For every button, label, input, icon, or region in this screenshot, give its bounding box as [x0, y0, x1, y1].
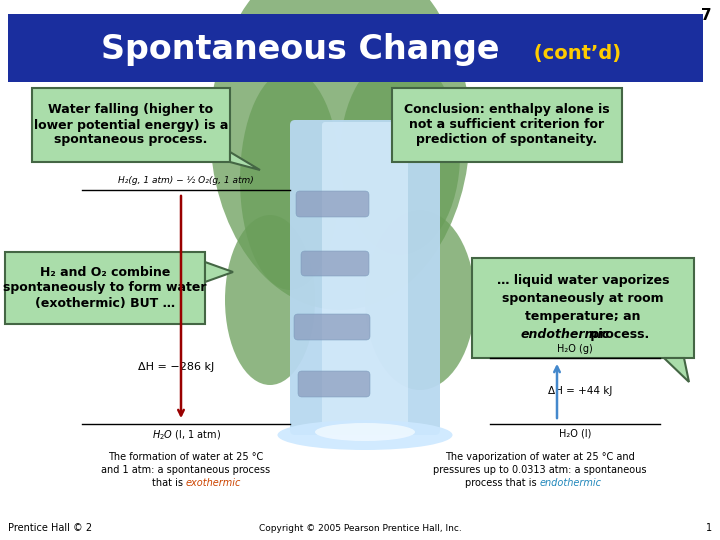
- Text: … liquid water vaporizes: … liquid water vaporizes: [497, 274, 670, 287]
- Polygon shape: [664, 358, 689, 382]
- Text: spontaneously at room: spontaneously at room: [502, 292, 664, 305]
- Text: Conclusion: enthalpy alone is
not a sufficient criterion for
prediction of spont: Conclusion: enthalpy alone is not a suff…: [404, 104, 610, 146]
- Ellipse shape: [277, 420, 452, 450]
- Text: ΔH = +44 kJ: ΔH = +44 kJ: [548, 386, 612, 396]
- Ellipse shape: [225, 215, 315, 385]
- Text: The vaporization of water at 25 °C and: The vaporization of water at 25 °C and: [445, 452, 635, 462]
- FancyBboxPatch shape: [296, 191, 369, 217]
- Text: endothermic: endothermic: [521, 328, 610, 341]
- Ellipse shape: [365, 210, 475, 390]
- FancyBboxPatch shape: [322, 122, 408, 433]
- Polygon shape: [230, 152, 260, 170]
- Text: H₂(g, 1 atm) − ½ O₂(g, 1 atm): H₂(g, 1 atm) − ½ O₂(g, 1 atm): [118, 176, 254, 185]
- Polygon shape: [205, 262, 233, 282]
- Ellipse shape: [340, 55, 460, 255]
- Ellipse shape: [210, 0, 470, 310]
- Text: process.: process.: [586, 328, 649, 341]
- FancyBboxPatch shape: [5, 252, 205, 324]
- FancyBboxPatch shape: [392, 88, 622, 162]
- FancyBboxPatch shape: [301, 251, 369, 276]
- Text: process that is: process that is: [465, 478, 540, 488]
- Text: H₂O (g): H₂O (g): [557, 344, 593, 354]
- Text: Copyright © 2005 Pearson Prentice Hall, Inc.: Copyright © 2005 Pearson Prentice Hall, …: [258, 524, 462, 533]
- FancyBboxPatch shape: [472, 258, 694, 358]
- FancyBboxPatch shape: [32, 88, 230, 162]
- Text: The formation of water at 25 °C: The formation of water at 25 °C: [109, 452, 264, 462]
- Text: Spontaneous Change: Spontaneous Change: [101, 33, 499, 66]
- Text: $H_2O$ (l, 1 atm): $H_2O$ (l, 1 atm): [151, 428, 220, 442]
- Ellipse shape: [315, 423, 415, 441]
- Text: 7: 7: [701, 8, 712, 23]
- FancyBboxPatch shape: [290, 120, 440, 435]
- FancyBboxPatch shape: [298, 371, 370, 397]
- Text: ΔH = −286 kJ: ΔH = −286 kJ: [138, 362, 214, 372]
- Text: pressures up to 0.0313 atm: a spontaneous: pressures up to 0.0313 atm: a spontaneou…: [433, 465, 647, 475]
- Ellipse shape: [240, 70, 340, 290]
- Text: (cont’d): (cont’d): [527, 44, 621, 63]
- FancyBboxPatch shape: [8, 14, 703, 82]
- Text: H₂ and O₂ combine
spontaneously to form water
(exothermic) BUT …: H₂ and O₂ combine spontaneously to form …: [4, 267, 207, 309]
- Text: 1: 1: [706, 523, 712, 533]
- Text: exothermic: exothermic: [186, 478, 241, 488]
- Text: temperature; an: temperature; an: [526, 310, 641, 323]
- Text: Water falling (higher to
lower potential energy) is a
spontaneous process.: Water falling (higher to lower potential…: [34, 104, 228, 146]
- Text: H₂O (l): H₂O (l): [559, 428, 591, 438]
- FancyBboxPatch shape: [294, 314, 370, 340]
- Text: that is: that is: [152, 478, 186, 488]
- Text: and 1 atm: a spontaneous process: and 1 atm: a spontaneous process: [102, 465, 271, 475]
- Text: endothermic: endothermic: [540, 478, 602, 488]
- Text: Prentice Hall © 2: Prentice Hall © 2: [8, 523, 92, 533]
